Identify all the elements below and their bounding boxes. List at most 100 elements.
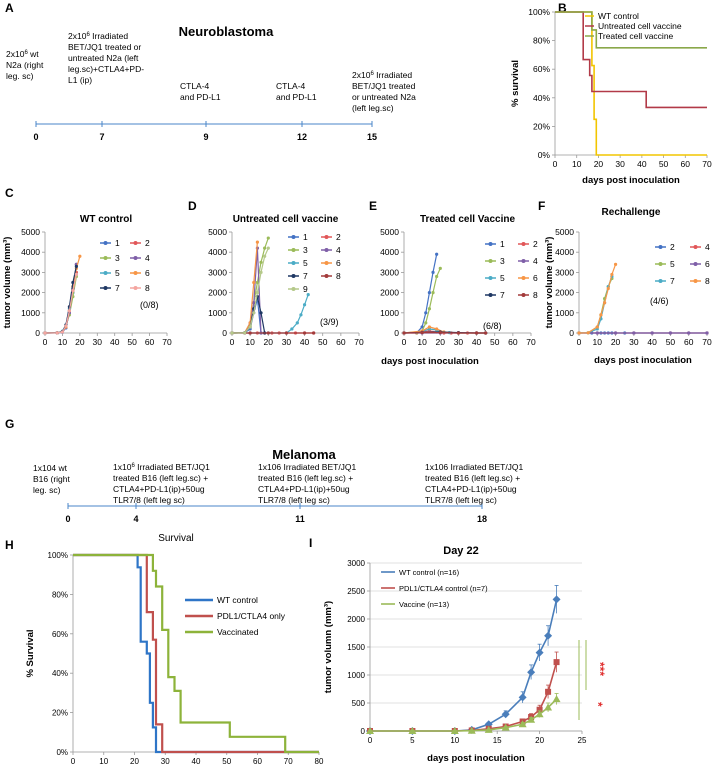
superscript: 6	[24, 50, 28, 56]
y-axis-label: tumor volume (mm³)	[2, 237, 13, 329]
timeline-event-3: CTLA-4 and PD-L1	[276, 81, 317, 102]
x-tick-label: 20	[130, 757, 139, 766]
y-tick-label: 100%	[48, 551, 68, 560]
data-point	[536, 706, 543, 713]
data-point	[266, 246, 270, 250]
y-tick-label: 0	[222, 328, 227, 338]
series-line-pdl1-ctla4-only	[73, 553, 319, 754]
data-point	[230, 331, 234, 335]
y-tick-label: 2000	[347, 615, 365, 624]
panel-letter-c: C	[5, 186, 14, 200]
legend-marker	[133, 241, 138, 245]
data-point	[438, 266, 442, 270]
y-tick-label: 2000	[208, 288, 227, 298]
x-tick-label: 30	[93, 337, 103, 347]
timeline-event-0: 1x104 wt B16 (right leg. sc)	[33, 463, 70, 495]
x-axis-label: days post inoculation	[427, 753, 525, 764]
legend-label: WT control (n=16)	[399, 568, 460, 577]
x-tick-label: 20	[594, 159, 604, 169]
event-text: (left leg.sc)	[352, 103, 394, 113]
y-axis-label: % survival	[510, 60, 521, 107]
data-point	[71, 280, 75, 285]
data-point	[527, 715, 536, 723]
legend-marker	[693, 262, 698, 266]
data-point	[610, 272, 614, 277]
y-tick-label: 2000	[21, 288, 40, 298]
event-text: or untreated N2a	[352, 92, 416, 102]
data-point	[435, 274, 439, 279]
y-tick-label: 60%	[533, 64, 550, 74]
legend-label: 7	[115, 283, 120, 293]
x-tick-label: 30	[161, 757, 170, 766]
legend-label: WT control	[217, 595, 258, 605]
event-text: leg. sc)	[33, 485, 61, 495]
y-tick-label: 500	[352, 699, 366, 708]
legend-marker	[133, 286, 138, 290]
y-axis-label: tumor volumn (mm³)	[323, 601, 334, 693]
chart-title: Rechallenge	[602, 207, 661, 218]
event-text: wt	[28, 49, 40, 59]
event-text: 1x106 Irradiated BET/JQ1	[425, 462, 524, 472]
data-point	[408, 727, 417, 734]
event-text: leg.sc)+CTLA4+PD-	[68, 64, 144, 74]
panel-letter-i: I	[309, 536, 312, 550]
panel-letter-b: B	[558, 1, 567, 15]
timeline-tick-label: 7	[99, 132, 104, 142]
event-text: TLR7/8 (left leg sc)	[258, 495, 330, 505]
x-tick-label: 20	[75, 337, 85, 347]
chart-title: Day 22	[443, 545, 478, 557]
legend-label: 6	[533, 273, 538, 283]
x-tick-label: 70	[162, 337, 172, 347]
x-tick-label: 70	[354, 337, 364, 347]
legend-marker	[521, 276, 526, 280]
data-point	[427, 307, 431, 311]
x-tick-label: 40	[110, 337, 120, 347]
y-tick-label: 0	[569, 328, 574, 338]
x-axis-label: days post inoculation	[582, 175, 680, 186]
legend-label: 9	[303, 284, 308, 294]
chart-i: 0 5 10 15 20 25 0 500 1000 1500 2000 2500 3000 Day 22…	[323, 545, 587, 764]
y-tick-label: 1000	[347, 671, 365, 680]
data-point	[255, 240, 259, 244]
legend-label: 7	[670, 276, 675, 286]
data-point	[64, 324, 68, 328]
data-point	[552, 695, 561, 703]
legend-label: 5	[670, 259, 675, 269]
y-tick-label: 2500	[347, 587, 365, 596]
x-tick-label: 40	[647, 337, 657, 347]
panel-letter-d: D	[188, 199, 197, 213]
x-tick-label: 50	[222, 757, 231, 766]
legend-marker	[103, 241, 108, 245]
data-point	[259, 270, 263, 274]
data-point	[252, 280, 256, 285]
x-tick-label: 30	[629, 337, 639, 347]
superscript: 6	[86, 32, 90, 38]
y-tick-label: 4000	[208, 247, 227, 257]
data-point	[595, 325, 599, 329]
x-tick-label: 60	[253, 757, 262, 766]
series-line-treated-cell-vaccine	[555, 11, 707, 49]
x-tick-label: 25	[578, 736, 587, 745]
legend-label: 1	[500, 239, 505, 249]
data-point	[71, 288, 75, 293]
chart-h: 0 10 20 30 40 50 60 70 80 0% 20% 40% 60% 80% 100% Survi…	[25, 533, 324, 766]
y-tick-label: 0%	[56, 748, 68, 757]
data-point	[263, 246, 267, 250]
significance-marker-one: *	[591, 702, 605, 707]
timeline-event-2: CTLA-4 and PD-L1	[180, 81, 221, 102]
timeline-title: Neuroblastoma	[179, 24, 274, 39]
legend-label: 3	[303, 245, 308, 255]
event-text: B16 (right	[33, 474, 70, 484]
y-tick-label: 40%	[52, 669, 68, 678]
x-tick-label: 20	[264, 337, 274, 347]
y-tick-label: 1000	[380, 308, 399, 318]
data-point	[424, 321, 428, 325]
event-text: L1 (ip)	[68, 75, 92, 85]
data-point	[595, 331, 599, 335]
superscript: 6	[131, 463, 135, 469]
legend-label: 7	[303, 271, 308, 281]
data-point	[668, 331, 673, 335]
timeline-tick-label: 18	[477, 514, 487, 524]
timeline-event-2: 1x106 Irradiated BET/JQ1 treated B16 (lef…	[258, 462, 357, 505]
y-tick-label: 40%	[533, 93, 550, 103]
